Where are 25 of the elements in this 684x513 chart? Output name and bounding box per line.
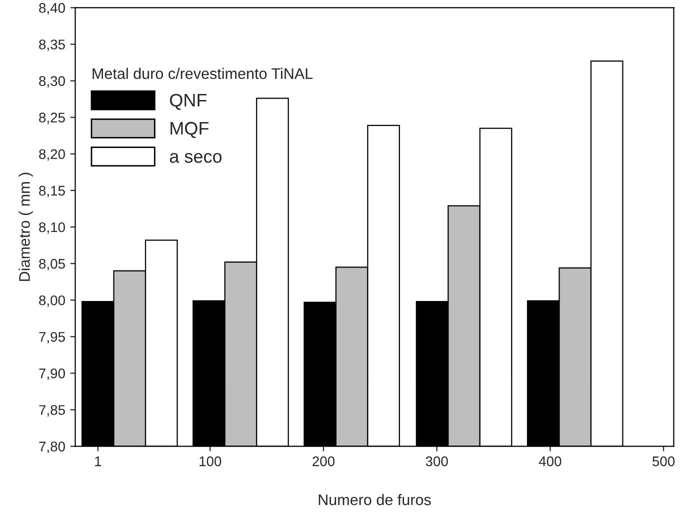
y-axis-title: Diametro ( mm ): [18, 172, 33, 281]
y-tick-label: 8,30: [39, 76, 65, 88]
legend-label: MQF: [170, 122, 209, 138]
x-tick-label: 100: [200, 456, 222, 466]
legend-title: Metal duro c/revestimento TiNAL: [92, 68, 313, 80]
y-tick-label: 7,85: [39, 405, 65, 417]
y-tick-label: 8,40: [39, 3, 65, 15]
y-tick-label: 8,25: [39, 112, 65, 124]
y-tick-label: 8,20: [39, 149, 65, 161]
y-tick-label: 8,00: [39, 295, 65, 307]
y-tick-label: 7,95: [39, 332, 65, 344]
y-tick-label: 8,35: [39, 40, 65, 52]
y-tick-label: 7,80: [39, 442, 65, 454]
legend-label: a seco: [170, 152, 222, 163]
y-tick-label: 8,05: [39, 258, 65, 270]
x-axis-title: Numero de furos: [318, 494, 431, 506]
x-tick-label: 1: [95, 456, 102, 466]
legend-label: QNF: [170, 94, 207, 110]
x-tick-label: 300: [426, 456, 448, 466]
x-tick-label: 400: [538, 456, 562, 466]
y-tick-label: 7,90: [39, 368, 65, 380]
y-tick-label: 8,15: [39, 186, 65, 198]
y-tick-label: 8,10: [39, 222, 65, 234]
x-tick-label: 200: [312, 456, 335, 466]
x-tick-label: 500: [652, 456, 675, 466]
